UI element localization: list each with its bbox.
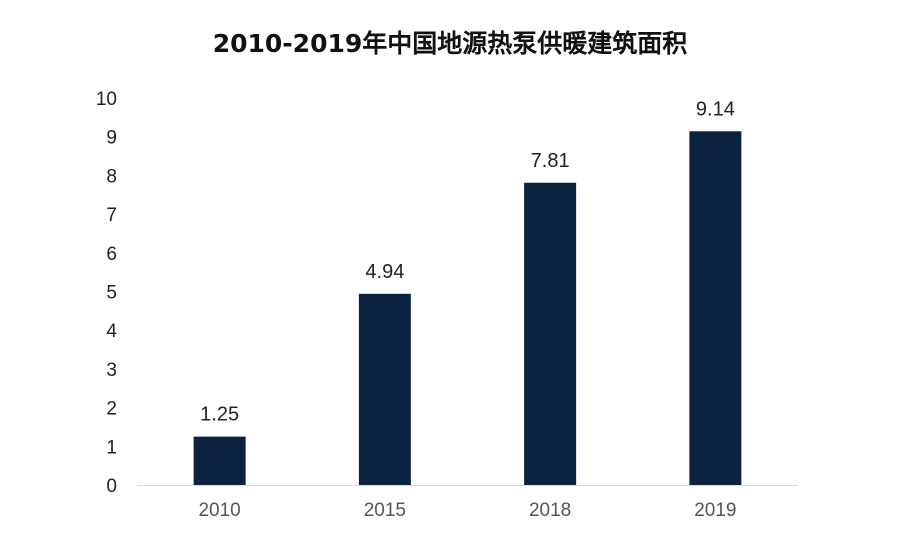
x-axis: 2010 2015 2018 2019 xyxy=(137,485,798,521)
chart-title: 2010-2019年中国地源热泵供暖建筑面积 xyxy=(213,29,688,58)
y-tick-label: 9 xyxy=(106,128,117,149)
y-tick-label: 4 xyxy=(106,321,117,342)
x-tick-label: 2018 xyxy=(529,500,571,521)
y-tick-label: 1 xyxy=(106,437,117,458)
y-tick-label: 3 xyxy=(106,360,117,381)
x-tick-label: 2015 xyxy=(364,500,406,521)
y-axis: 0 1 2 3 4 5 6 7 8 9 10 xyxy=(96,89,118,497)
y-tick-label: 10 xyxy=(96,89,117,110)
y-tick-label: 6 xyxy=(106,244,117,265)
bar-2018 xyxy=(524,182,577,486)
y-tick-label: 2 xyxy=(106,399,117,420)
data-labels: 1.25 4.94 7.81 9.14 xyxy=(200,98,735,425)
y-tick-label: 5 xyxy=(106,283,117,304)
bar-2015 xyxy=(358,293,411,485)
y-tick-label: 8 xyxy=(106,166,117,187)
x-tick-label: 2010 xyxy=(198,500,240,521)
bar-2010 xyxy=(193,436,246,485)
bar-2019 xyxy=(689,131,742,486)
y-tick-label: 7 xyxy=(106,205,117,226)
y-tick-label: 0 xyxy=(106,476,117,497)
data-label-2010: 1.25 xyxy=(200,404,239,426)
bars xyxy=(193,131,742,486)
data-label-2015: 4.94 xyxy=(365,261,404,283)
data-label-2018: 7.81 xyxy=(531,150,570,172)
x-tick-label: 2019 xyxy=(694,500,736,521)
data-label-2019: 9.14 xyxy=(696,98,735,120)
